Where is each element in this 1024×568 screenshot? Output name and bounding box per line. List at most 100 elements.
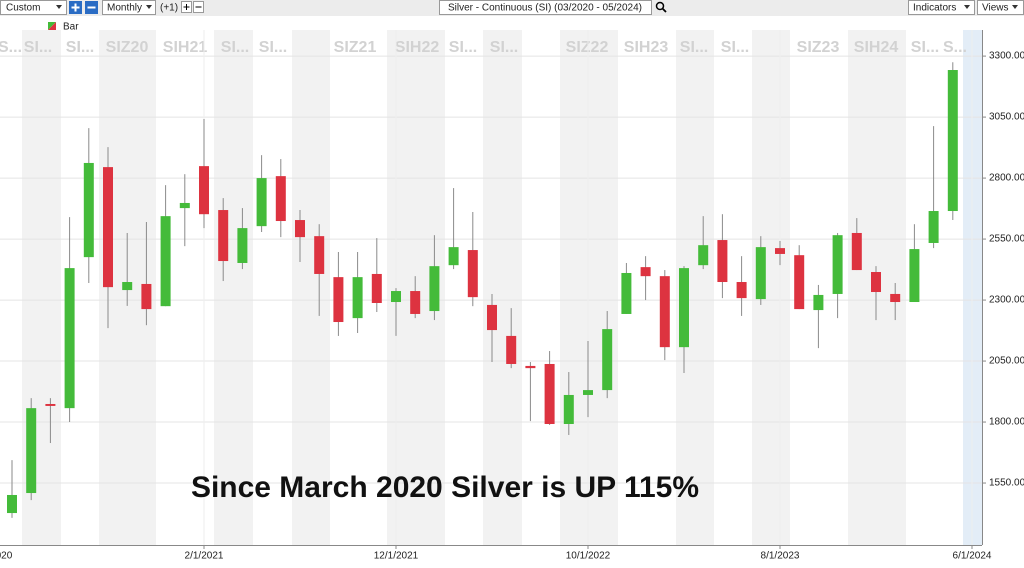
x-tick-label: 12/1/2021 (374, 551, 419, 562)
y-tick-label: 2050.00 (989, 356, 1024, 367)
contract-label: SI... (449, 39, 477, 56)
contract-label: SI... (24, 39, 52, 56)
contract-label: SIZ21 (334, 39, 377, 56)
plus-icon (71, 3, 80, 12)
candle-body (909, 249, 920, 303)
candle-body (371, 273, 382, 303)
x-tick-label: 3/1/2020 (0, 551, 13, 562)
contract-label: SI... (490, 39, 518, 56)
dropdown-arrow (964, 5, 970, 9)
contract-band (483, 30, 522, 545)
candle-body (122, 282, 133, 291)
indicators-button[interactable] (908, 0, 975, 15)
y-tick-label: 2300.00 (989, 295, 1024, 306)
candle-body (928, 211, 939, 243)
indicators-text: Indicators (913, 3, 956, 14)
candle-body (256, 178, 267, 227)
contract-band (292, 30, 330, 545)
candle-body (487, 304, 497, 331)
contract-label: SI... (259, 39, 287, 56)
candle-body (851, 232, 862, 271)
x-tick-label: 8/1/2023 (761, 551, 800, 562)
interval-text: Monthly (107, 3, 142, 14)
candle-body (890, 293, 901, 303)
candle-body (83, 162, 94, 258)
contract-label: SIH22 (395, 39, 440, 56)
views-text: Views (982, 3, 1009, 14)
candle-body (621, 272, 632, 314)
candle-body (179, 202, 190, 209)
contract-band (560, 30, 618, 545)
dropdown-arrow (146, 5, 152, 9)
candle-body (141, 283, 152, 310)
candle-body (583, 390, 593, 395)
candle-body (64, 268, 75, 409)
contract-label: SIZ23 (797, 39, 840, 56)
search-icon[interactable] (655, 1, 665, 11)
range-text: Custom (6, 3, 40, 14)
dropdown-arrow (56, 5, 62, 9)
candle-body (563, 394, 574, 424)
y-tick-label: 2550.00 (989, 234, 1024, 245)
symbol-box[interactable] (439, 0, 652, 15)
candle-body (717, 240, 728, 283)
legend-label: Bar (63, 22, 79, 33)
contract-band (214, 30, 253, 545)
candle-body (813, 294, 824, 311)
candle-body (544, 363, 555, 424)
contract-label: SIH21 (163, 39, 208, 56)
candle-body (525, 365, 536, 369)
candle-body (448, 247, 459, 266)
contract-label: S... (943, 39, 967, 56)
candle-body (679, 268, 689, 348)
contract-label: SI... (911, 39, 939, 56)
annotation: Since March 2020 Silver is UP 115% (191, 471, 699, 504)
range-select[interactable] (0, 0, 67, 15)
candle-body (871, 272, 881, 293)
plus-icon (183, 4, 190, 10)
candle-body (218, 210, 229, 262)
contract-label: SI... (221, 39, 249, 56)
candle-body (45, 403, 56, 406)
candle-body (160, 216, 171, 307)
candle-body (698, 245, 709, 266)
contract-label: SI... (721, 39, 749, 56)
interval-select[interactable] (102, 0, 156, 15)
contract-label: SI... (66, 39, 94, 56)
candle-body (640, 267, 651, 277)
y-tick-label: 3050.00 (989, 112, 1024, 123)
offset-text: (+1) (160, 3, 178, 14)
candle-body (775, 248, 785, 254)
dropdown-arrow (1012, 5, 1018, 9)
candle-body (333, 277, 344, 323)
x-tick-label: 2/1/2021 (185, 551, 224, 562)
x-tick-label: 6/1/2024 (953, 551, 992, 562)
candle-body (391, 291, 401, 303)
candle-body (602, 329, 613, 391)
candle-body (506, 335, 517, 364)
candle-body (26, 408, 37, 494)
candle-body (275, 176, 286, 222)
contract-label: SI... (680, 39, 708, 56)
candle-body (794, 255, 805, 310)
candle-body (352, 277, 363, 319)
candle-body (410, 291, 421, 314)
candle-body (736, 282, 747, 299)
candle-body (237, 228, 248, 263)
chart-title: Silver - Continuous (SI) (03/2020 - 05/2… (448, 3, 642, 14)
contract-label: SIZ22 (566, 39, 609, 56)
candle-body (659, 276, 670, 348)
contract-label: SIH23 (624, 39, 669, 56)
candle-body (295, 220, 305, 238)
legend-swatch-down (48, 22, 56, 30)
candle-body (832, 235, 843, 294)
x-tick-label: 10/1/2022 (566, 551, 611, 562)
candle-body (467, 250, 478, 298)
candle-body (314, 236, 325, 274)
candle-body (7, 494, 17, 514)
contract-label: SIZ20 (106, 39, 149, 56)
candle-body (755, 247, 766, 300)
contract-label: S... (0, 39, 22, 56)
